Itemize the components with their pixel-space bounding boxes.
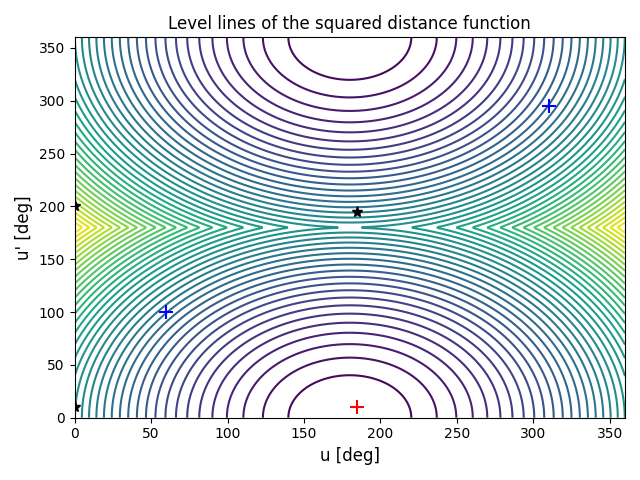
Title: Level lines of the squared distance function: Level lines of the squared distance func…	[168, 15, 531, 33]
Y-axis label: u' [deg]: u' [deg]	[15, 195, 33, 260]
X-axis label: u [deg]: u [deg]	[320, 447, 380, 465]
